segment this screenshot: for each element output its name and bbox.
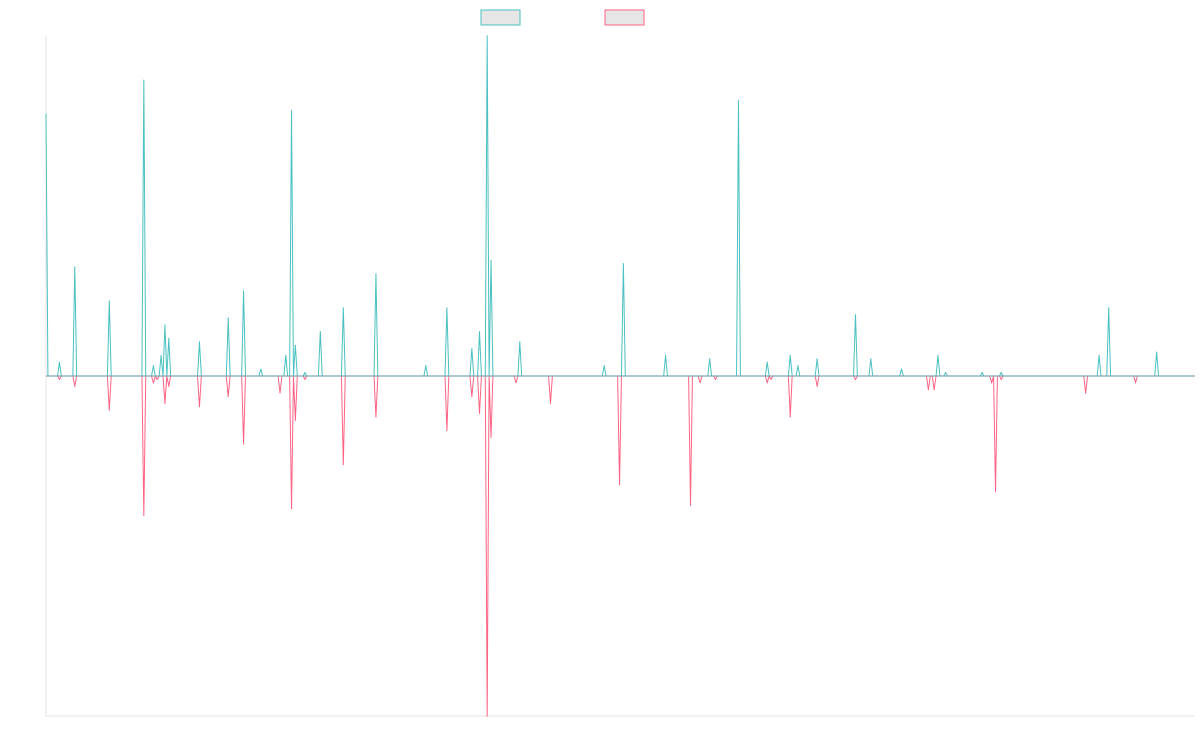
- series-2-point: [58, 378, 61, 380]
- series-1-point: [766, 361, 768, 363]
- series-2-point: [789, 416, 791, 418]
- series-1-point: [198, 341, 201, 343]
- series-1-point: [164, 324, 166, 326]
- series-1-point: [490, 259, 492, 261]
- series-1-point: [789, 355, 791, 357]
- series-1-point: [1098, 355, 1100, 357]
- series-2-point: [854, 378, 857, 380]
- series-1-point: [375, 273, 377, 275]
- series-1-point: [143, 79, 145, 81]
- series-2-point: [446, 429, 448, 431]
- series-1-point: [816, 358, 818, 360]
- series-2-point: [1000, 378, 1002, 380]
- series-1-point: [294, 344, 296, 346]
- series-2-point: [290, 508, 293, 510]
- series-1-point: [342, 307, 344, 309]
- series-1: [45, 35, 1195, 377]
- series-1-point: [160, 355, 162, 357]
- series-1-point: [1000, 372, 1002, 374]
- series-1-point: [1156, 351, 1158, 353]
- series-1-point: [519, 341, 521, 343]
- series-2-point: [490, 436, 492, 438]
- legend: [480, 9, 645, 26]
- series-1-point: [58, 361, 61, 363]
- series-2-point: [471, 395, 473, 397]
- series-1-point: [168, 338, 170, 340]
- series-2-point: [618, 484, 621, 486]
- series-1-point: [709, 358, 711, 360]
- legend-swatch-2[interactable]: [604, 9, 645, 26]
- series-1-point: [242, 290, 245, 292]
- series-2-point: [549, 402, 552, 404]
- series-1-line: [45, 35, 1195, 377]
- series-2-point: [994, 491, 997, 493]
- series-1-point: [870, 358, 872, 360]
- series-2-point: [766, 382, 768, 384]
- series-1-point: [937, 355, 939, 357]
- series-1-point: [446, 307, 448, 309]
- series-2-point: [294, 419, 296, 421]
- series-2-point: [227, 395, 229, 397]
- series-1-point: [304, 372, 306, 374]
- series-1-point: [290, 110, 293, 112]
- series-1-point: [737, 100, 740, 102]
- series-1-point: [603, 365, 605, 367]
- series-2-point: [242, 443, 245, 445]
- series-1-point: [319, 331, 321, 333]
- series-2-point: [143, 514, 145, 517]
- series-2-point: [198, 406, 201, 408]
- series-2-point: [689, 504, 692, 506]
- series-2-point: [108, 409, 110, 411]
- series-2-point: [933, 389, 935, 391]
- series-2-point: [816, 385, 818, 387]
- series-2-point: [168, 385, 170, 387]
- series-2-point: [152, 382, 155, 384]
- series-2-point: [375, 416, 377, 418]
- series-1-point: [981, 372, 983, 374]
- series-2-point: [515, 382, 517, 384]
- series-2-point: [1085, 392, 1087, 394]
- series-2: [46, 375, 1195, 717]
- series-2-point: [1134, 382, 1137, 384]
- series-1-point: [478, 331, 481, 333]
- series-2-point: [927, 389, 929, 391]
- series-1-point: [854, 314, 857, 316]
- series-1-point: [152, 365, 155, 367]
- series-2-point: [478, 412, 481, 414]
- series-1-point: [664, 355, 667, 357]
- series-1-point: [260, 368, 262, 370]
- series-1-point: [285, 355, 287, 357]
- series-1-point: [1108, 307, 1110, 309]
- series-1-point: [471, 348, 473, 350]
- series-1-point: [74, 266, 76, 268]
- series-1-point: [900, 368, 903, 370]
- series-2-point: [486, 715, 488, 717]
- series-2-line: [46, 375, 1195, 717]
- legend-swatch-1[interactable]: [480, 9, 521, 26]
- series-2-point: [164, 402, 166, 404]
- series-1-point: [486, 35, 488, 37]
- series-1-point: [945, 372, 947, 374]
- series-1-point: [227, 317, 229, 319]
- series-2-point: [714, 378, 717, 380]
- series-2-point: [342, 463, 344, 465]
- series-1-point: [622, 263, 624, 265]
- series-1-point: [108, 300, 110, 302]
- series-1-point: [797, 365, 799, 367]
- series-2-point: [156, 378, 158, 380]
- series-2-point: [770, 378, 772, 380]
- series-2-point: [991, 382, 993, 384]
- series-1-point: [45, 113, 47, 115]
- series-2-point: [699, 382, 701, 384]
- series-1-point: [425, 365, 427, 367]
- series-2-point: [279, 392, 281, 394]
- series-2-point: [304, 378, 306, 380]
- series-2-point: [74, 385, 76, 387]
